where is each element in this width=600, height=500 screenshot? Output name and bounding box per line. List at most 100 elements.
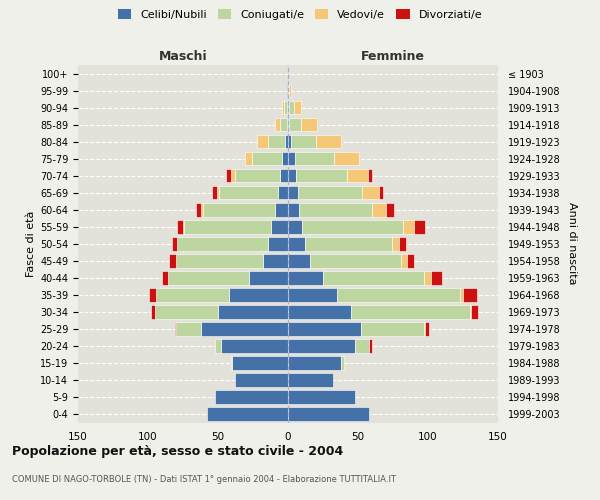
Bar xyxy=(296,169,347,182)
Bar xyxy=(289,118,301,132)
Bar xyxy=(235,373,288,387)
Bar xyxy=(235,169,280,182)
Bar xyxy=(351,305,470,318)
Bar xyxy=(403,220,414,234)
Bar xyxy=(288,101,289,114)
Bar xyxy=(289,84,291,98)
Bar xyxy=(271,220,288,234)
Bar xyxy=(341,356,344,370)
Bar xyxy=(288,373,333,387)
Bar xyxy=(288,237,305,250)
Bar xyxy=(149,288,157,302)
Bar xyxy=(172,237,178,250)
Bar xyxy=(169,254,176,268)
Bar xyxy=(288,84,289,98)
Bar xyxy=(368,169,372,182)
Bar xyxy=(424,271,431,284)
Bar xyxy=(392,237,398,250)
Bar xyxy=(386,203,394,216)
Bar xyxy=(369,339,372,352)
Bar xyxy=(232,356,288,370)
Bar xyxy=(347,169,368,182)
Bar xyxy=(183,220,184,234)
Bar xyxy=(280,169,288,182)
Bar xyxy=(288,288,337,302)
Bar xyxy=(176,322,201,336)
Bar xyxy=(230,356,232,370)
Bar xyxy=(291,135,316,148)
Bar xyxy=(323,271,424,284)
Bar xyxy=(283,101,284,114)
Bar xyxy=(316,135,341,148)
Bar xyxy=(280,118,287,132)
Bar xyxy=(287,101,288,114)
Bar xyxy=(245,152,251,166)
Bar xyxy=(285,135,288,148)
Bar xyxy=(295,152,334,166)
Bar xyxy=(162,271,167,284)
Bar xyxy=(288,271,323,284)
Y-axis label: Anni di nascita: Anni di nascita xyxy=(567,202,577,285)
Bar xyxy=(288,254,310,268)
Bar xyxy=(275,203,288,216)
Bar xyxy=(425,322,430,336)
Y-axis label: Fasce di età: Fasce di età xyxy=(26,210,36,277)
Bar xyxy=(203,203,275,216)
Bar xyxy=(407,254,414,268)
Bar xyxy=(289,101,293,114)
Bar xyxy=(301,118,317,132)
Bar xyxy=(334,152,359,166)
Bar xyxy=(398,237,406,250)
Bar xyxy=(288,356,341,370)
Bar xyxy=(460,288,463,302)
Bar xyxy=(362,186,379,200)
Bar xyxy=(372,203,386,216)
Bar xyxy=(251,152,283,166)
Bar xyxy=(299,203,372,216)
Bar xyxy=(151,305,155,318)
Bar xyxy=(288,169,296,182)
Bar xyxy=(176,254,263,268)
Bar xyxy=(355,339,369,352)
Bar xyxy=(178,220,183,234)
Bar xyxy=(424,322,425,336)
Bar xyxy=(268,237,288,250)
Bar xyxy=(278,186,288,200)
Text: Femmine: Femmine xyxy=(361,50,425,62)
Bar xyxy=(230,169,235,182)
Bar xyxy=(288,186,298,200)
Bar xyxy=(288,135,291,148)
Bar xyxy=(167,271,249,284)
Bar xyxy=(379,186,383,200)
Bar xyxy=(178,237,268,250)
Bar xyxy=(401,254,407,268)
Bar xyxy=(217,186,220,200)
Legend: Celibi/Nubili, Coniugati/e, Vedovi/e, Divorziati/e: Celibi/Nubili, Coniugati/e, Vedovi/e, Di… xyxy=(115,6,485,23)
Bar xyxy=(298,186,362,200)
Bar xyxy=(268,135,285,148)
Bar xyxy=(431,271,442,284)
Bar xyxy=(288,220,302,234)
Bar xyxy=(284,101,287,114)
Bar xyxy=(263,254,288,268)
Bar xyxy=(337,288,460,302)
Bar xyxy=(212,186,217,200)
Bar xyxy=(157,288,229,302)
Bar xyxy=(305,237,392,250)
Bar xyxy=(257,135,268,148)
Bar xyxy=(275,118,280,132)
Bar xyxy=(201,203,203,216)
Bar xyxy=(287,84,288,98)
Bar xyxy=(287,118,288,132)
Bar xyxy=(249,271,288,284)
Bar xyxy=(155,305,218,318)
Bar xyxy=(196,203,201,216)
Bar xyxy=(288,118,289,132)
Bar xyxy=(310,254,401,268)
Bar xyxy=(215,390,288,404)
Bar xyxy=(207,407,288,421)
Bar xyxy=(218,305,288,318)
Text: Maschi: Maschi xyxy=(158,50,208,62)
Text: COMUNE DI NAGO-TORBOLE (TN) - Dati ISTAT 1° gennaio 2004 - Elaborazione TUTTITAL: COMUNE DI NAGO-TORBOLE (TN) - Dati ISTAT… xyxy=(12,475,396,484)
Bar xyxy=(184,220,271,234)
